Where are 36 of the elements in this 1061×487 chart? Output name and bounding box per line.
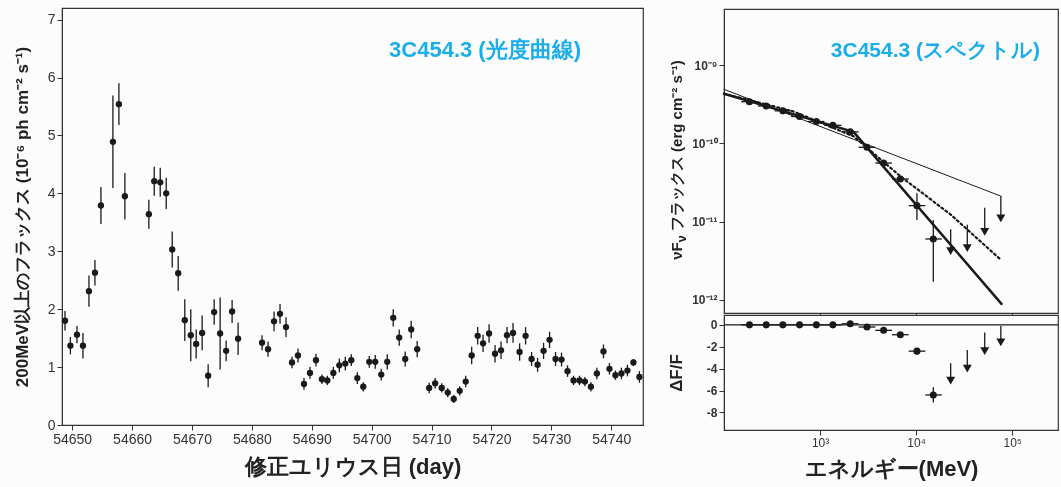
text: 3C454.3 (スペクトル)	[830, 38, 1040, 61]
x-tick-label: 54690	[292, 430, 332, 447]
x-axis-title: エネルギー(MeV)	[804, 455, 979, 481]
y-tick-label: -4	[706, 362, 718, 377]
y-tick-label: 4	[47, 184, 56, 201]
text: 3C454.3 (光度曲線)	[389, 37, 581, 62]
y-tick-label: 2	[47, 300, 56, 317]
y-tick-label: 5	[47, 126, 56, 143]
x-tick-label: 10³	[811, 435, 830, 450]
x-tick-label: 10⁵	[1003, 435, 1022, 450]
x-tick-label: 54700	[352, 430, 392, 447]
y-axis-title: 200MeV以上のフラックス (10⁻⁶ ph cm⁻² s⁻¹)	[12, 46, 33, 388]
y-tick-label: 10⁻¹²	[692, 293, 718, 308]
y-tick-label: 0	[47, 416, 56, 433]
y-tick-label: 7	[47, 11, 56, 28]
x-tick-label: 54710	[412, 430, 452, 447]
y-tick-label: 10⁻⁹	[694, 58, 718, 73]
x-tick-label: 54650	[53, 430, 93, 447]
y-tick-label: -6	[706, 384, 718, 399]
y-axis-title: ΔF/F	[667, 354, 687, 392]
x-tick-label: 54680	[232, 430, 273, 447]
y-tick-label: 6	[47, 69, 56, 85]
x-tick-label: 54670	[173, 430, 213, 447]
y-tick-label: 10⁻¹⁰	[692, 136, 719, 151]
x-tick-label: 10⁴	[907, 435, 926, 450]
x-tick-label: 54740	[592, 430, 632, 447]
y-tick-label: 3	[47, 242, 56, 259]
y-tick-label: -8	[706, 405, 718, 420]
x-tick-label: 54730	[532, 430, 572, 447]
y-tick-label: 10⁻¹¹	[692, 215, 718, 230]
x-tick-label: 54660	[113, 430, 153, 447]
y-tick-label: 0	[710, 318, 718, 333]
y-tick-label: 1	[47, 358, 56, 375]
x-axis-title: 修正ユリウス日 (day)	[243, 453, 462, 479]
x-tick-label: 54720	[472, 430, 512, 447]
y-tick-label: -2	[706, 340, 718, 355]
